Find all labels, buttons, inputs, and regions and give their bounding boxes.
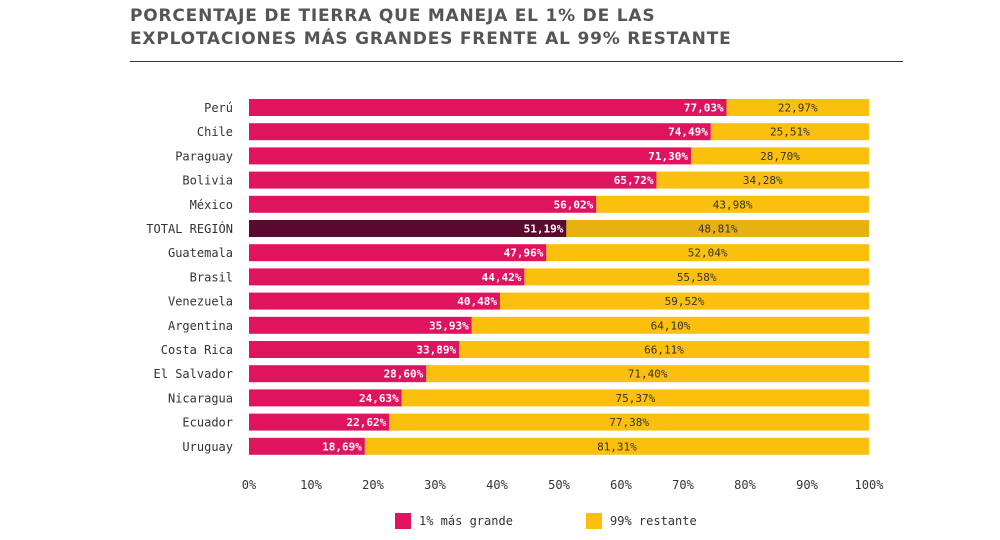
data-label-rest: 71,40% [628,368,668,381]
bar-segment-top1 [249,244,547,262]
stacked-bar-chart: Perú 77,03% 22,97% Chile 74,49% 25,51% Paragua… [146,99,885,492]
data-label-top1: 18,69% [322,440,362,453]
data-label-rest: 43,98% [713,198,753,211]
data-label-rest: 64,10% [651,319,691,332]
data-label-top1: 44,42% [482,271,522,284]
data-label-rest: 77,38% [609,416,649,429]
legend-label-rest: 99% restante [610,514,697,528]
data-label-rest: 22,97% [778,102,818,115]
bar-segment-rest [389,413,869,431]
data-label-top1: 51,19% [524,223,564,236]
bar-segment-rest [566,220,869,237]
bar-segment-top1 [249,147,692,165]
bar-segment-top1 [249,292,500,310]
category-label: Nicaragua [168,391,233,405]
bar-segment-top1 [249,171,657,189]
legend-swatch-rest [586,513,602,529]
bar-segment-rest [364,437,869,455]
data-label-top1: 47,96% [504,247,544,260]
legend-item-top1: 1% más grande [395,513,513,529]
chart-legend: 1% más grande 99% restante [0,513,1000,533]
category-label: Uruguay [182,440,233,454]
data-label-top1: 74,49% [668,126,708,139]
category-label: México [190,198,233,212]
category-label: TOTAL REGIÓN [146,221,233,236]
bar-segment-top1 [249,220,567,237]
category-label: Ecuador [182,416,233,430]
data-label-rest: 55,58% [677,271,717,284]
x-tick-label: 10% [300,478,322,492]
data-label-top1: 22,62% [346,416,386,429]
bar-segment-rest [726,99,869,116]
data-label-rest: 48,81% [698,223,738,236]
data-label-top1: 77,03% [684,102,724,115]
x-tick-label: 90% [796,478,818,492]
x-tick-label: 80% [734,478,756,492]
legend-swatch-top1 [395,513,411,529]
bar-segment-rest [401,389,869,407]
category-label: Paraguay [175,149,233,163]
legend-label-top1: 1% más grande [419,514,513,528]
data-label-top1: 71,30% [648,150,688,163]
x-tick-label: 40% [486,478,508,492]
data-label-rest: 25,51% [770,126,810,139]
bar-segment-rest [499,292,869,310]
chart-title: PORCENTAJE DE TIERRA QUE MANEJA EL 1% DE… [130,5,732,51]
data-label-rest: 75,37% [615,392,655,405]
category-label: Perú [204,101,233,115]
data-label-top1: 33,89% [416,344,456,357]
category-label: Venezuela [168,295,233,309]
bar-segment-rest [710,123,869,141]
data-label-rest: 28,70% [760,150,800,163]
bar-segment-top1 [249,268,525,286]
x-tick-label: 30% [424,478,446,492]
data-label-top1: 40,48% [457,295,497,308]
category-label: Guatemala [168,246,233,260]
bar-segment-top1 [249,195,597,213]
data-label-rest: 52,04% [688,247,728,260]
data-label-top1: 56,02% [554,198,594,211]
bar-segment-top1 [249,341,460,358]
data-label-top1: 35,93% [429,319,469,332]
data-label-rest: 81,31% [597,440,637,453]
bar-segment-rest [426,365,869,383]
category-label: Costa Rica [161,343,233,357]
chart-title-line-2: EXPLOTACIONES MÁS GRANDES FRENTE AL 99% … [130,29,732,49]
bar-segment-top1 [249,316,472,334]
bar-segment-rest [596,195,869,213]
category-label: Brasil [190,270,233,284]
bar-segment-rest [691,147,869,165]
bar-segment-rest [546,244,869,262]
bar-segment-rest [656,171,869,189]
bar-segment-top1 [249,437,365,455]
category-label: El Salvador [154,367,233,381]
bar-segment-top1 [249,99,727,116]
category-label: Chile [197,125,233,139]
x-tick-label: 50% [548,478,570,492]
chart-title-line-1: PORCENTAJE DE TIERRA QUE MANEJA EL 1% DE… [130,6,656,26]
x-tick-label: 20% [362,478,384,492]
bar-segment-top1 [249,389,402,407]
data-label-top1: 24,63% [359,392,399,405]
bar-segment-top1 [249,123,711,141]
bar-segment-rest [459,341,869,358]
data-label-top1: 28,60% [384,368,424,381]
bar-segment-top1 [249,413,390,431]
x-tick-label: 0% [242,478,257,492]
legend-item-rest: 99% restante [586,513,697,529]
data-label-rest: 59,52% [665,295,705,308]
bar-segment-rest [471,316,870,334]
x-tick-label: 60% [610,478,632,492]
data-label-rest: 34,28% [743,174,783,187]
bar-segment-top1 [249,365,427,383]
category-label: Argentina [168,319,233,333]
data-label-top1: 65,72% [614,174,654,187]
title-divider [130,61,903,62]
x-tick-label: 70% [672,478,694,492]
category-label: Bolivia [182,174,233,188]
bar-segment-rest [524,268,869,286]
x-tick-label: 100% [855,478,885,492]
data-label-rest: 66,11% [644,344,684,357]
